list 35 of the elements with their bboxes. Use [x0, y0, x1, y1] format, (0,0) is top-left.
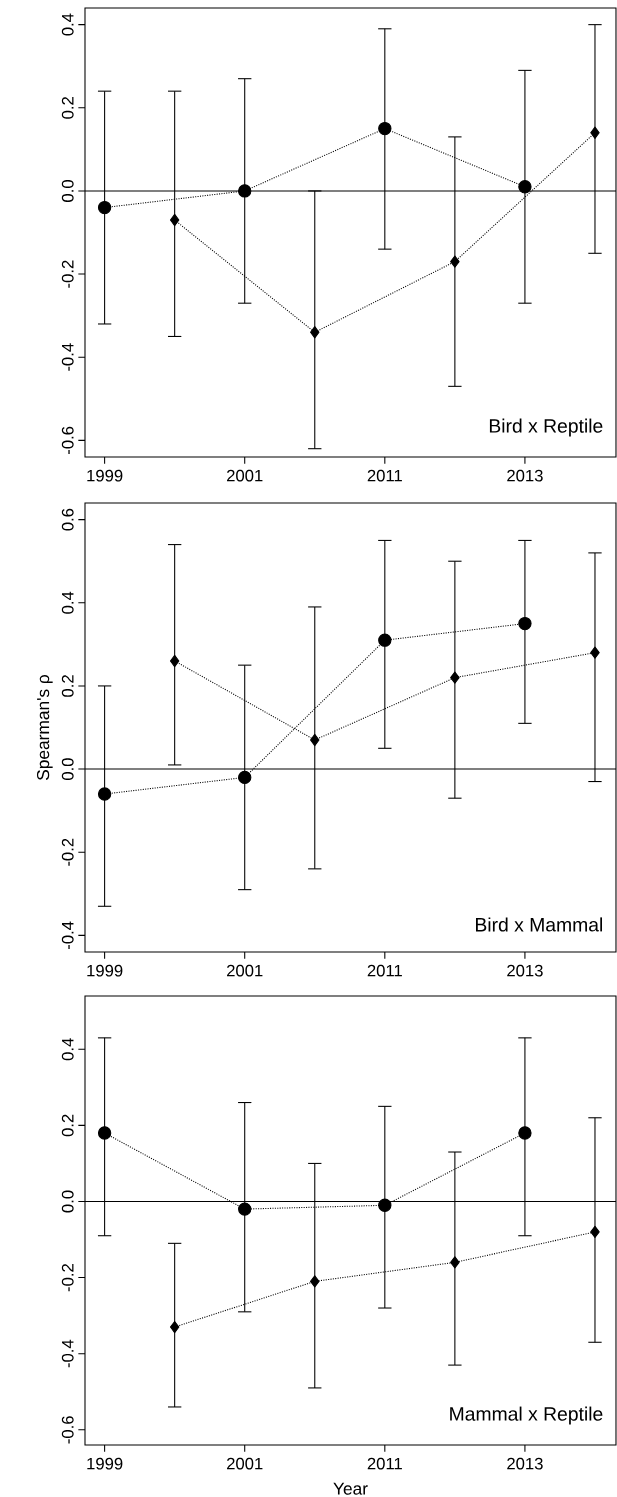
y-tick-label: -0.4	[61, 1339, 74, 1368]
x-tick-label: 2013	[507, 469, 543, 482]
y-tick-label: 0.0	[61, 1190, 74, 1213]
x-tick-label: 2011	[367, 469, 402, 482]
annotation: Bird x Reptile	[489, 418, 603, 437]
y-axis-title: Spearman's ρ	[36, 674, 53, 781]
y-tick-label: -0.6	[61, 1416, 74, 1444]
y-tick-label: -0.2	[61, 838, 74, 866]
x-tick-label: 2011	[367, 964, 402, 977]
y-tick-label: 0.4	[61, 13, 74, 36]
y-tick-label: 0.4	[61, 591, 74, 614]
x-tick-label: 2013	[507, 964, 543, 977]
x-tick-label: 2001	[227, 1457, 263, 1470]
y-tick-label: 0.2	[61, 97, 74, 119]
annotation: Mammal x Reptile	[450, 1406, 603, 1425]
y-tick-label: 0.0	[61, 758, 74, 781]
x-tick-label: 1999	[87, 469, 123, 482]
y-tick-label: -0.4	[61, 343, 74, 371]
x-tick-label: 2013	[507, 1457, 543, 1470]
x-tick-label: 2011	[367, 1457, 402, 1470]
y-tick-label: -0.2	[61, 1264, 74, 1292]
y-tick-label: 0.6	[61, 508, 74, 531]
annotation: Bird x Mammal	[476, 917, 602, 932]
x-tick-label: 1999	[87, 1457, 123, 1470]
x-tick-label: 2001	[227, 469, 263, 482]
y-tick-label: -0.2	[61, 260, 74, 288]
x-axis-title: Year	[333, 1482, 368, 1495]
x-tick-label: 1999	[87, 964, 123, 977]
y-tick-label: 0.0	[61, 180, 74, 202]
x-tick-label: 2001	[227, 964, 263, 977]
y-tick-label: -0.4	[61, 921, 74, 950]
y-tick-label: 0.4	[61, 1038, 74, 1061]
y-tick-label: -0.6	[61, 426, 74, 455]
y-tick-label: 0.2	[61, 1114, 74, 1137]
y-tick-label: 0.2	[61, 675, 74, 697]
